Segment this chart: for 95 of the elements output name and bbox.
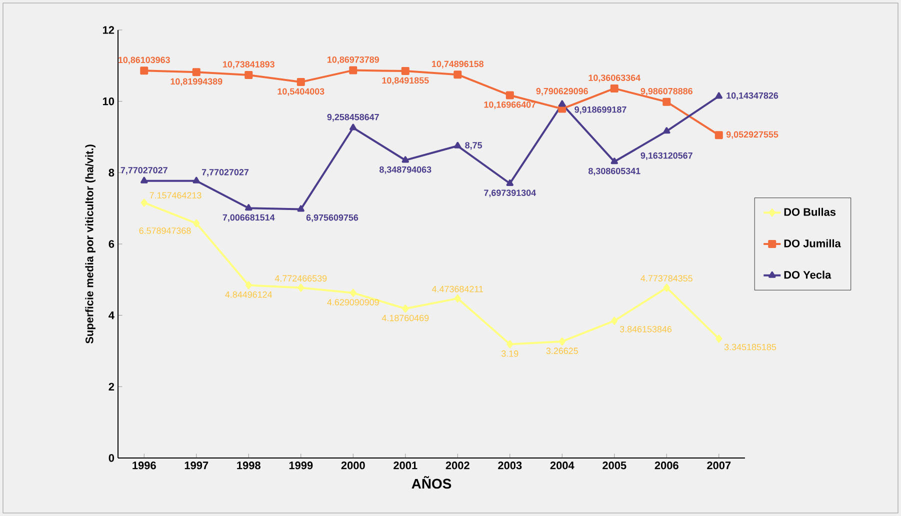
- x-tick-label: 2000: [341, 462, 365, 470]
- x-tick-label: 2002: [446, 462, 470, 470]
- data-label: 4.629090909: [327, 299, 379, 306]
- point: [663, 284, 670, 292]
- x-tick-label: 2005: [602, 462, 626, 470]
- data-label: 6,975609756: [306, 214, 358, 222]
- legend-label: DO Jumilla: [784, 239, 841, 248]
- x-tick-label: 2004: [550, 462, 574, 470]
- x-axis-title: AÑOS: [412, 476, 452, 489]
- point: [401, 67, 410, 76]
- data-label: 4.18760469: [382, 314, 429, 322]
- point: [245, 281, 252, 290]
- data-label: 10,86973789: [328, 56, 379, 64]
- data-label: 9,163120567: [640, 152, 692, 160]
- x-tick-label: 1996: [132, 462, 156, 470]
- point: [402, 156, 409, 163]
- data-label: 4.473684211: [432, 286, 484, 292]
- data-label: 10,14347826: [726, 92, 778, 100]
- y-tick-label: 2: [108, 382, 114, 390]
- data-label: 9,790629096: [536, 88, 588, 96]
- point: [244, 70, 253, 79]
- x-tick-label: 1998: [237, 462, 260, 470]
- point: [610, 158, 618, 164]
- data-label: 4.84496124: [225, 291, 272, 298]
- x-tick-label: 2007: [707, 462, 731, 470]
- point: [402, 304, 409, 313]
- point: [245, 204, 252, 211]
- data-label: 9,986078886: [640, 88, 692, 96]
- data-label: 10,86103963: [118, 56, 170, 64]
- point: [558, 100, 566, 107]
- data-label: 10,16966407: [484, 101, 536, 110]
- point: [350, 124, 357, 130]
- y-tick-label: 12: [102, 26, 114, 34]
- data-label: 10,36063364: [588, 74, 641, 82]
- data-label: 4.772466539: [274, 275, 327, 282]
- point: [193, 219, 200, 228]
- data-label: 3.19: [502, 350, 518, 357]
- data-label: 7.157464213: [150, 192, 202, 199]
- data-label: 10,73841893: [223, 61, 274, 69]
- point: [558, 337, 566, 346]
- data-label: 10,8491855: [382, 77, 429, 85]
- point: [716, 334, 722, 343]
- data-label: 9,918699187: [574, 106, 626, 114]
- y-axis-title: Superficie media por viticultor (ha/vit.): [85, 144, 96, 344]
- point: [610, 84, 618, 92]
- x-tick-label: 2006: [654, 462, 678, 470]
- point: [192, 176, 200, 184]
- data-label: 7,77027027: [120, 166, 168, 175]
- y-tick-label: 6: [108, 240, 114, 248]
- point: [714, 131, 723, 140]
- data-label: 10,81994389: [170, 78, 222, 86]
- point: [140, 66, 148, 75]
- data-label: 3.26625: [546, 348, 578, 354]
- y-tick-label: 10: [102, 97, 114, 106]
- point: [506, 340, 514, 348]
- data-label: 3.345185185: [724, 344, 776, 350]
- y-tick-label: 0: [108, 454, 114, 462]
- point: [350, 288, 356, 297]
- x-tick-label: 1999: [289, 462, 313, 470]
- legend-label: DO Yecla: [784, 270, 832, 279]
- y-tick-label: 8: [108, 168, 114, 177]
- data-label: 7,006681514: [222, 214, 275, 222]
- point: [296, 78, 305, 86]
- point: [192, 68, 200, 76]
- point: [297, 205, 304, 212]
- data-label: 4.773784355: [640, 275, 692, 282]
- data-label: 8,308605341: [588, 168, 640, 176]
- data-label: 10,74896158: [432, 60, 484, 68]
- data-label: 9,258458647: [327, 114, 379, 122]
- x-tick-label: 2003: [498, 462, 522, 470]
- data-label: 9,052927555: [726, 131, 778, 139]
- point: [140, 176, 148, 184]
- data-label: 7,697391304: [484, 190, 536, 198]
- data-label: 8,348794063: [379, 166, 432, 174]
- legend-label: DO Bullas: [784, 208, 836, 216]
- point: [715, 92, 722, 99]
- data-label: 6.578947368: [139, 228, 191, 234]
- point: [506, 179, 514, 186]
- point: [349, 66, 358, 74]
- y-tick-label: 4: [108, 312, 114, 320]
- point: [454, 142, 462, 148]
- point: [662, 98, 671, 106]
- data-label: 3.846153846: [620, 326, 672, 332]
- x-tick-label: 2001: [394, 462, 418, 470]
- x-tick-label: 1997: [184, 462, 208, 470]
- data-label: 7,77027027: [202, 168, 249, 177]
- data-label: 10,5404003: [278, 88, 324, 96]
- point: [506, 91, 514, 100]
- point: [611, 316, 618, 325]
- point: [298, 284, 304, 292]
- point: [663, 127, 670, 134]
- data-label: 8,75: [465, 142, 482, 150]
- point: [454, 294, 461, 302]
- point: [140, 198, 148, 207]
- point: [454, 70, 462, 79]
